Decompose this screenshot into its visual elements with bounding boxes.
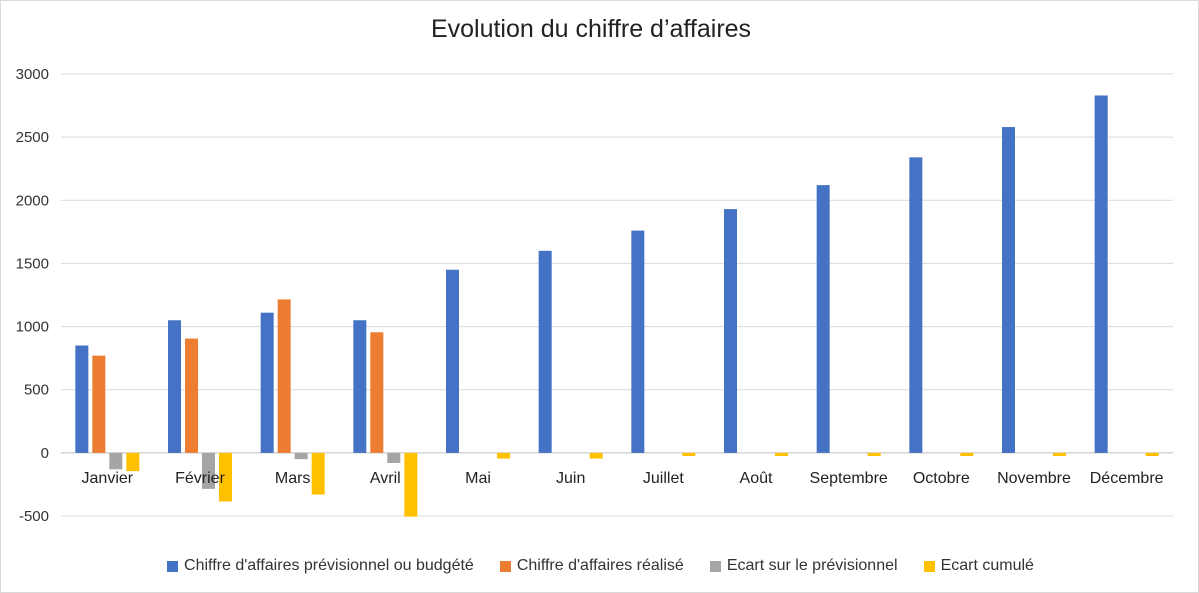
y-tick-label: 1000 — [16, 319, 49, 336]
x-category-label: Septembre — [810, 470, 888, 487]
bar — [387, 452, 401, 463]
bar — [1053, 452, 1066, 457]
legend-swatch — [167, 560, 179, 572]
x-category-label: Juillet — [643, 470, 684, 487]
bar — [867, 452, 881, 457]
legend-item: Ecart sur le prévisionnel — [709, 557, 898, 575]
x-category-label: Août — [740, 470, 773, 487]
legend-label: Ecart cumulé — [940, 557, 1034, 574]
bar — [446, 269, 459, 453]
bar — [75, 345, 89, 453]
bar — [816, 185, 830, 453]
bar — [353, 320, 367, 453]
x-category-label: Octobre — [913, 470, 970, 487]
x-category-label: Décembre — [1090, 470, 1164, 487]
x-category-label: Mars — [275, 470, 311, 487]
legend-item: Ecart cumulé — [923, 557, 1034, 575]
bar — [277, 299, 291, 453]
legend-label: Chiffre d'affaires prévisionnel ou budgé… — [184, 557, 474, 574]
x-category-label: Novembre — [997, 470, 1071, 487]
legend: Chiffre d'affaires prévisionnel ou budgé… — [1, 557, 1199, 575]
x-category-label: Février — [175, 470, 225, 487]
y-tick-label: 2500 — [16, 129, 49, 146]
y-tick-label: -500 — [19, 508, 49, 525]
bar — [538, 250, 552, 453]
bar — [404, 452, 418, 517]
y-tick-label: 3000 — [16, 66, 49, 83]
bar — [1094, 95, 1108, 453]
legend-label: Ecart sur le prévisionnel — [726, 557, 898, 574]
y-tick-label: 0 — [41, 445, 49, 462]
y-tick-label: 2000 — [16, 192, 49, 209]
bar — [260, 312, 274, 453]
bar — [294, 452, 308, 460]
bar — [631, 230, 645, 453]
bar — [1002, 127, 1015, 453]
bar — [1145, 452, 1159, 457]
x-category-label: Juin — [556, 470, 585, 487]
chart-title: Evolution du chiffre d’affaires — [430, 15, 752, 43]
legend-item: Chiffre d'affaires prévisionnel ou budgé… — [167, 557, 474, 575]
bar — [168, 320, 181, 453]
bar — [497, 452, 510, 459]
y-tick-label: 1500 — [16, 255, 49, 272]
bar — [311, 452, 325, 495]
x-category-label: Janvier — [82, 470, 134, 487]
legend-label: Chiffre d'affaires réalisé — [516, 557, 684, 574]
bar — [909, 157, 923, 453]
bar — [109, 452, 123, 470]
legend-item: Chiffre d'affaires réalisé — [499, 557, 684, 575]
bar — [202, 452, 215, 489]
bar — [185, 338, 198, 453]
bar — [92, 355, 106, 453]
legend-swatch — [499, 560, 511, 572]
legend-swatch — [923, 560, 935, 572]
legend-swatch — [709, 560, 721, 572]
x-category-label: Avril — [370, 470, 401, 487]
bar — [724, 209, 737, 453]
bar — [219, 452, 232, 502]
bar — [960, 452, 974, 457]
bar — [682, 452, 696, 457]
x-category-label: Mai — [465, 470, 491, 487]
bar — [775, 452, 788, 457]
bar — [589, 452, 603, 459]
y-tick-label: 500 — [24, 382, 49, 399]
bar — [126, 452, 140, 472]
bar — [370, 332, 384, 453]
